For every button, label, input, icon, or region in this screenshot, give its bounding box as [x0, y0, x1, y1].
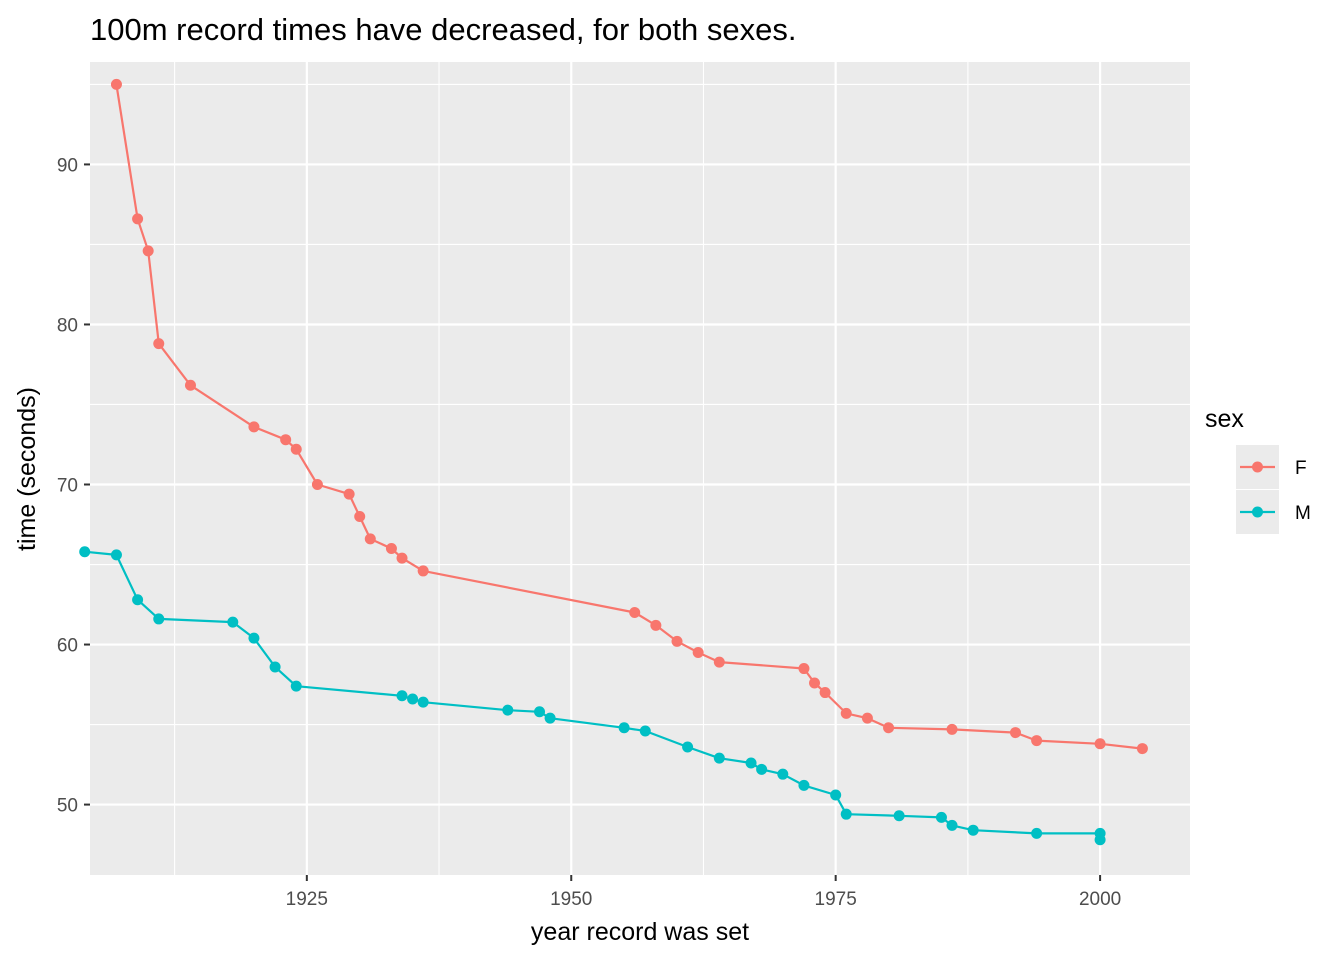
data-point-F — [798, 663, 810, 675]
data-point-F — [692, 647, 704, 659]
data-point-F — [417, 565, 429, 577]
data-point-M — [1031, 827, 1043, 839]
data-point-M — [682, 741, 694, 753]
data-point-F — [364, 533, 376, 545]
y-tick-label: 70 — [57, 476, 78, 497]
data-point-F — [280, 434, 292, 446]
data-point-M — [502, 704, 514, 716]
data-point-M — [1094, 834, 1106, 846]
series-F — [110, 78, 1148, 755]
legend-label-F: F — [1295, 458, 1307, 479]
data-point-F — [385, 543, 397, 555]
legend-title: sex — [1205, 405, 1244, 433]
y-axis-title: time (seconds) — [13, 387, 41, 551]
x-tick-label: 2000 — [1079, 889, 1121, 910]
data-point-M — [893, 810, 905, 822]
legend-label-M: M — [1295, 503, 1311, 524]
data-point-M — [756, 763, 768, 775]
data-point-M — [946, 819, 958, 831]
data-point-F — [110, 78, 122, 90]
series-layer — [79, 78, 1148, 846]
y-tick-label: 80 — [57, 315, 78, 336]
data-point-F — [311, 479, 323, 491]
data-point-F — [713, 656, 725, 668]
legend-key-point — [1252, 461, 1263, 473]
data-point-F — [184, 379, 196, 391]
data-point-M — [290, 680, 302, 692]
data-point-M — [269, 661, 281, 673]
data-point-F — [629, 607, 641, 619]
data-point-M — [534, 706, 546, 718]
minor-gridlines — [90, 62, 1190, 875]
series-M — [79, 546, 1106, 846]
chart-title: 100m record times have decreased, for bo… — [90, 12, 796, 47]
x-tick-label: 1925 — [286, 889, 328, 910]
data-point-F — [1009, 727, 1021, 739]
data-point-M — [396, 690, 408, 702]
data-point-M — [544, 712, 556, 724]
legend-key-M — [1236, 490, 1279, 534]
data-point-F — [132, 213, 144, 225]
data-point-M — [110, 549, 122, 561]
data-point-F — [1031, 735, 1043, 747]
y-axis: 50 60 70 80 90 — [57, 155, 90, 817]
data-point-F — [396, 552, 408, 564]
data-point-M — [777, 768, 789, 780]
data-point-F — [883, 722, 895, 734]
data-point-M — [967, 824, 979, 836]
x-tick-label: 1950 — [550, 889, 592, 910]
data-point-M — [639, 725, 651, 737]
data-point-F — [153, 338, 165, 350]
data-point-F — [840, 707, 852, 719]
data-point-F — [671, 635, 683, 647]
data-point-F — [248, 421, 260, 433]
data-point-F — [650, 619, 662, 631]
data-point-F — [861, 712, 873, 724]
plot-panel — [90, 62, 1190, 875]
data-point-M — [132, 594, 144, 606]
data-point-M — [153, 613, 165, 625]
data-point-F — [819, 687, 831, 699]
data-point-M — [935, 811, 947, 823]
data-point-M — [713, 752, 725, 764]
y-tick-label: 90 — [57, 155, 78, 176]
data-point-F — [1136, 743, 1148, 755]
legend-key-point — [1252, 506, 1263, 518]
data-point-M — [417, 696, 429, 708]
legend: sex F M — [1205, 405, 1311, 534]
data-point-F — [343, 488, 355, 500]
x-axis: 1925 1950 1975 2000 — [286, 875, 1121, 910]
x-axis-title: year record was set — [531, 918, 749, 946]
data-point-M — [840, 808, 852, 820]
data-point-M — [745, 757, 757, 769]
data-point-F — [946, 723, 958, 735]
data-point-F — [142, 245, 154, 257]
data-point-M — [227, 616, 239, 628]
data-point-F — [290, 443, 302, 455]
x-tick-label: 1975 — [815, 889, 857, 910]
data-point-M — [798, 779, 810, 791]
data-point-M — [79, 546, 91, 558]
legend-key-F — [1236, 445, 1279, 489]
data-point-M — [830, 789, 842, 801]
data-point-F — [1094, 738, 1106, 750]
data-point-M — [248, 632, 260, 644]
y-tick-label: 50 — [57, 796, 78, 817]
data-point-F — [809, 677, 821, 689]
data-point-F — [354, 511, 366, 523]
data-point-M — [407, 693, 419, 705]
y-tick-label: 60 — [57, 636, 78, 657]
data-point-M — [618, 722, 630, 734]
